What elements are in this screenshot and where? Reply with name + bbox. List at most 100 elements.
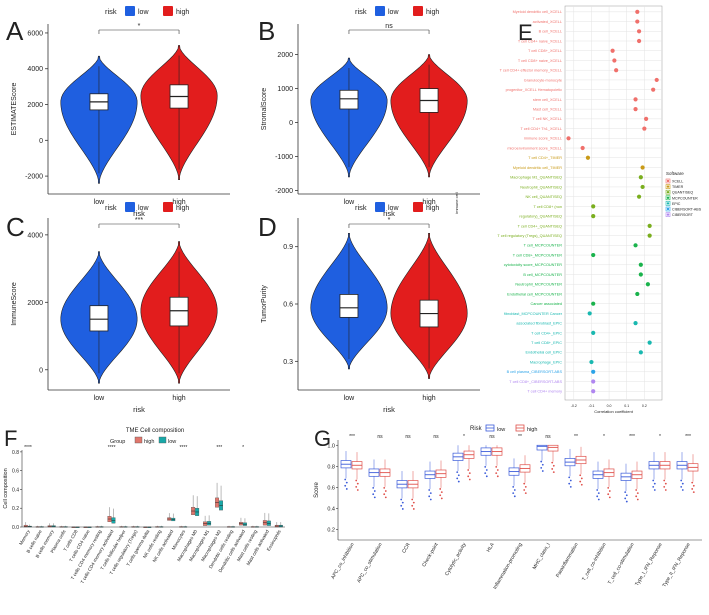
y-tick-label: 0.0 [12, 525, 19, 531]
outlier-high [467, 469, 470, 471]
outlier-high [692, 484, 695, 487]
outlier-low [624, 497, 627, 500]
legend-dot [666, 202, 670, 205]
x-tick-label: Parainflammation [555, 542, 580, 579]
y-tick-label: 0.6 [12, 469, 19, 475]
outlier-low [373, 496, 376, 499]
legend-swatch-high [163, 6, 173, 16]
cell-label: activated_XCELL [533, 20, 562, 24]
legend-label: EPIC [672, 202, 681, 206]
legend-label-low: low [497, 427, 505, 433]
x-tick-label: -0.2 [571, 404, 577, 408]
outlier-high [495, 465, 498, 468]
y-tick-label: 0.4 [327, 506, 335, 512]
outlier-low [625, 494, 628, 497]
significance-label: *** [629, 434, 635, 440]
outlier-high [440, 491, 443, 494]
y-tick-label: 6000 [27, 30, 43, 37]
legend-title: risk [355, 7, 367, 16]
significance-label: ns [433, 434, 439, 440]
legend-swatch-high [163, 202, 173, 212]
outlier-low [624, 491, 627, 494]
outlier-high [467, 475, 470, 478]
legend-label-low: low [138, 9, 149, 16]
y-tick-label: 4000 [27, 232, 43, 239]
cell-label: B cell plasma_CIBERSORT-ABS [507, 370, 563, 374]
y-tick-label: 0.4 [12, 487, 19, 493]
outlier-low [597, 492, 600, 495]
legend-label: QUANTISEQ [672, 191, 693, 195]
correlation-dot [591, 389, 596, 394]
outlier-high [607, 486, 610, 489]
y-tick-label: 0 [39, 138, 43, 145]
box-high [547, 444, 559, 452]
correlation-dot [589, 359, 594, 365]
significance-label: *** [685, 434, 691, 440]
legend-title: risk [355, 203, 367, 212]
outlier-high [692, 491, 695, 494]
cell-label: T cell regulatory (Tregs)_QUANTISEQ [497, 234, 562, 238]
cell-label: T cell CD8+ (non [533, 205, 562, 209]
legend-swatch-high [413, 202, 423, 212]
correlation-dot [633, 97, 638, 102]
x-tick-label: APC_co_stimulation [356, 542, 384, 584]
outlier-low [513, 489, 516, 491]
legend-label-high: high [527, 427, 537, 433]
outlier-high [496, 475, 499, 478]
x-tick-label: low [94, 395, 105, 402]
outlier-high [580, 483, 583, 486]
legend-label-high: high [144, 439, 154, 445]
outlier-low [484, 472, 487, 475]
x-tick-label: low [94, 199, 105, 206]
panel-letter: C [6, 212, 25, 242]
outlier-high [551, 468, 554, 470]
outlier-high [664, 489, 667, 491]
x-tick-label: Type_I_IFN_Reponse [634, 542, 664, 587]
cell-label: stem cell_XCELL [533, 98, 562, 102]
cell-label: associated fibroblast_EPIC [516, 322, 562, 326]
outlier-low [484, 465, 487, 468]
outlier-low [681, 482, 684, 485]
y-axis-label: TumorPurity [261, 285, 268, 323]
outlier-low [625, 500, 628, 503]
correlation-dot [580, 145, 585, 151]
significance-label: *** [349, 434, 355, 440]
y-tick-label: 2000 [27, 102, 43, 109]
box-low [339, 294, 359, 318]
y-tick-label: 0.6 [327, 485, 335, 491]
significance-label: ns [385, 23, 393, 30]
legend-title: risk [105, 203, 117, 212]
outlier-low [653, 482, 656, 485]
legend-title: Group [110, 439, 125, 445]
correlation-dot [647, 233, 652, 238]
correlation-dot [636, 38, 642, 44]
y-tick-label: 0.8 [327, 464, 335, 470]
y-tick-label: 0.8 [12, 450, 19, 456]
cell-label: T cell_MCPCOUNTER [524, 244, 563, 248]
outlier-high [523, 482, 526, 485]
x-tick-label: Cytolytic_activity [444, 542, 468, 577]
y-tick-label: 0.2 [327, 527, 335, 533]
outlier-low [429, 498, 432, 501]
outlier-low [344, 478, 347, 481]
cell-label: T cell CD4+_QUANTISEQ [518, 224, 562, 228]
y-tick-label: -1000 [275, 154, 293, 161]
outlier-high [524, 492, 527, 495]
x-tick-label: Type_II_IFN_Reponse [662, 542, 692, 589]
x-tick-label: T_cell_co-stimulation [607, 542, 636, 586]
outlier-high [664, 482, 667, 485]
x-tick-label: high [172, 395, 185, 402]
y-axis-label: ESTIMATEScore [11, 83, 18, 136]
significance-label: * [388, 217, 391, 224]
outlier-low [456, 477, 459, 480]
cell-label: B cell_MCPCOUNTER [523, 273, 562, 277]
significance-label: ns [489, 434, 495, 440]
cell-label: Neutrophil_QUANTISEQ [520, 185, 562, 189]
y-tick-label: 0.9 [283, 244, 293, 251]
cell-label: T cell CD4+ naive_XCELL [518, 39, 562, 43]
outlier-low [597, 498, 600, 501]
outlier-low [540, 466, 543, 469]
legend-swatch-low [375, 202, 385, 212]
outlier-high [468, 472, 471, 475]
